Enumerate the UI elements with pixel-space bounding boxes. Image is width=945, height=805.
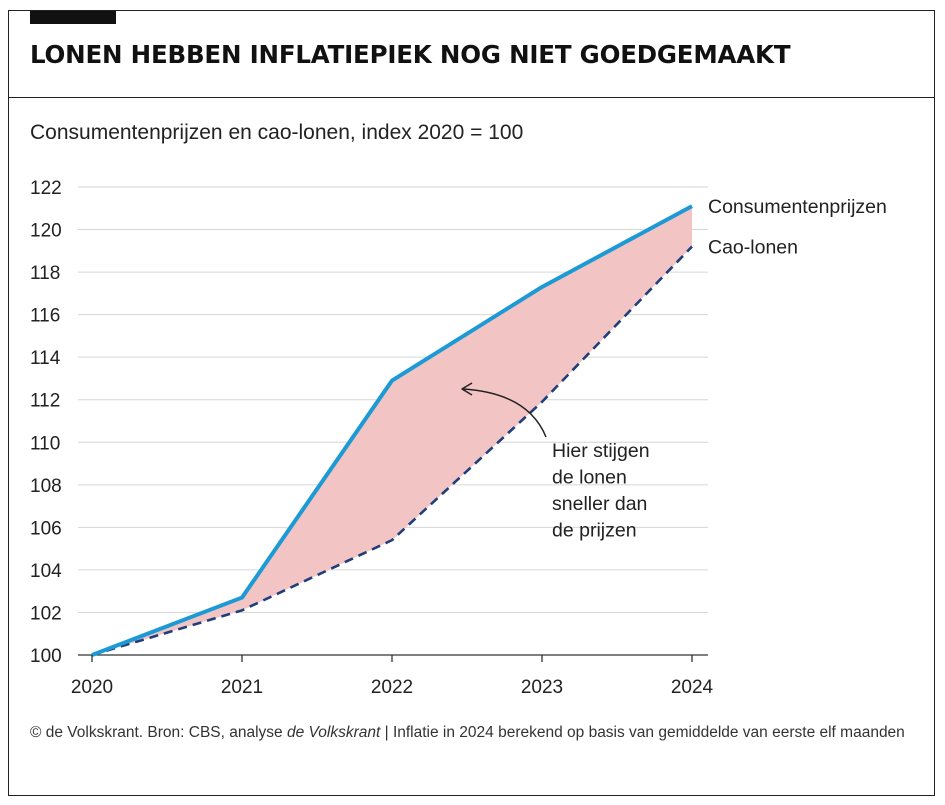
series-labels: Consumentenprijzen Cao-lonen <box>708 196 887 258</box>
x-tick-label: 2022 <box>371 677 413 698</box>
series-label: Consumentenprijzen <box>708 196 887 218</box>
y-tick-label: 100 <box>30 646 62 667</box>
series-line <box>91 204 693 657</box>
arrow-head <box>461 382 473 396</box>
gap-area <box>92 206 692 656</box>
chart-title: LONEN HEBBEN INFLATIEPIEK NOG NIET GOEDG… <box>30 40 791 69</box>
annotation-text: de prijzen <box>552 520 637 542</box>
series-line <box>91 245 693 657</box>
header: LONEN HEBBEN INFLATIEPIEK NOG NIET GOEDG… <box>8 24 935 98</box>
y-tick-label: 116 <box>30 306 60 327</box>
y-tick-label: 110 <box>30 433 60 454</box>
x-axis-ticks: 2020 2021 2022 2023 2024 <box>71 655 714 698</box>
source-suffix: | Inflatie in 2024 berekend op basis van… <box>380 724 905 741</box>
annotation-text: sneller dan <box>552 493 647 515</box>
source-prefix: © de Volkskrant. Bron: CBS, analyse <box>30 724 287 741</box>
y-tick-label: 102 <box>30 603 62 624</box>
accent-bar <box>30 11 116 24</box>
chart-frame <box>8 10 935 796</box>
annotation-text: Hier stijgen <box>552 440 650 462</box>
y-axis-ticks: 100 102 104 106 108 110 112 114 116 118 120 122 <box>30 178 62 667</box>
x-tick-label: 2021 <box>221 677 263 698</box>
x-tick-label: 2024 <box>671 677 714 698</box>
annotation-text: de lonen <box>552 467 627 489</box>
series-label: Cao-lonen <box>708 237 798 259</box>
x-tick-label: 2023 <box>521 677 563 698</box>
y-tick-label: 106 <box>30 518 62 539</box>
annotation-arrow <box>462 388 547 438</box>
y-tick-label: 122 <box>30 178 62 199</box>
y-tick-label: 108 <box>30 476 62 497</box>
series-lines <box>91 204 693 657</box>
y-tick-label: 120 <box>30 221 62 242</box>
source-italic: de Volkskrant <box>286 724 381 741</box>
y-tick-label: 118 <box>30 263 60 284</box>
y-tick-label: 112 <box>30 391 60 412</box>
y-tick-label: 114 <box>30 348 61 369</box>
chart-subtitle: Consumentenprijzen en cao-lonen, index 2… <box>30 121 524 144</box>
x-tick-label: 2020 <box>71 677 113 698</box>
source-note: © de Volkskrant. Bron: CBS, analyse de V… <box>30 721 910 745</box>
y-tick-label: 104 <box>30 561 62 582</box>
annotation: Hier stijgen de lonen sneller dan de prijze… <box>461 382 650 542</box>
